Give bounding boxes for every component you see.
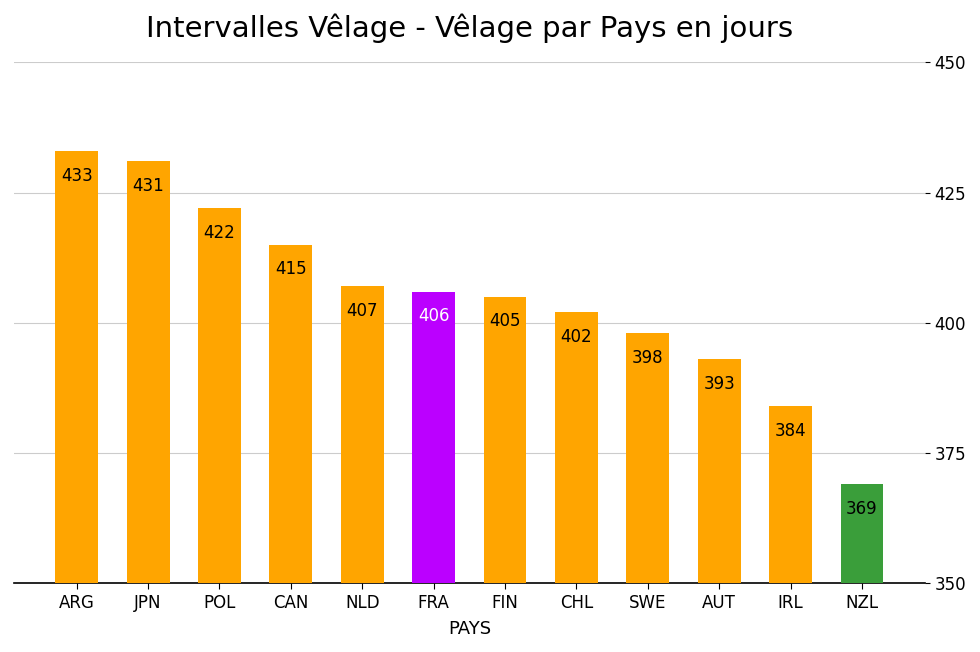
Text: 422: 422 [204,224,235,242]
Text: 406: 406 [417,307,450,325]
Text: 402: 402 [561,328,592,346]
Bar [198,208,241,584]
Text: 407: 407 [347,302,378,320]
Bar [841,484,883,584]
Bar [413,291,455,584]
Text: 369: 369 [846,500,878,518]
Text: 384: 384 [775,422,807,440]
Bar [55,151,98,584]
Text: 433: 433 [61,166,92,185]
Bar [626,333,669,584]
Bar [769,406,812,584]
Text: 415: 415 [275,260,307,278]
Bar [341,286,383,584]
Text: 398: 398 [632,349,663,367]
Bar [270,244,313,584]
Text: 431: 431 [132,177,164,195]
Text: 393: 393 [704,375,735,393]
Text: 405: 405 [489,312,520,331]
Title: Intervalles Vêlage - Vêlage par Pays en jours: Intervalles Vêlage - Vêlage par Pays en … [146,14,793,44]
Bar [555,312,598,584]
Bar [698,359,741,584]
Bar [126,162,170,584]
Bar [483,297,526,584]
X-axis label: PAYS: PAYS [448,620,491,638]
